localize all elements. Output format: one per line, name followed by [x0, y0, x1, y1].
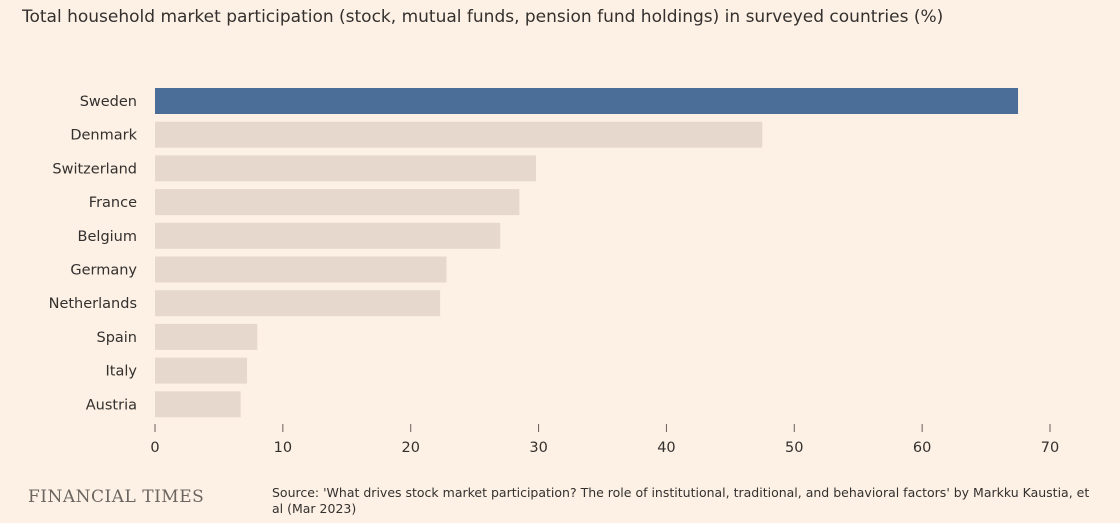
bar-spain — [155, 323, 258, 350]
bar-switzerland — [155, 155, 537, 182]
category-label-belgium: Belgium — [78, 229, 137, 245]
category-label-spain: Spain — [96, 330, 137, 346]
x-tick-label-10: 10 — [274, 440, 292, 456]
category-labels: Sweden Denmark Switzerland France Belgium Ger… — [49, 94, 138, 413]
category-label-austria: Austria — [86, 397, 137, 413]
bar-chart: Sweden Denmark Switzerland France Belgium Ger… — [49, 88, 1059, 456]
bar-italy — [155, 357, 248, 384]
bar-netherlands — [155, 290, 441, 317]
x-tick-label-20: 20 — [401, 440, 419, 456]
bars-layer — [155, 88, 1019, 418]
x-tick-label-60: 60 — [913, 440, 931, 456]
category-label-france: France — [89, 195, 137, 211]
bar-austria — [155, 391, 241, 418]
x-tick-label-50: 50 — [785, 440, 803, 456]
bar-belgium — [155, 222, 501, 249]
x-tick-label-0: 0 — [150, 440, 159, 456]
x-tick-label-30: 30 — [529, 440, 547, 456]
bar-denmark — [155, 121, 763, 148]
category-label-denmark: Denmark — [70, 128, 137, 144]
category-label-germany: Germany — [70, 263, 137, 279]
x-tick-label-70: 70 — [1041, 440, 1059, 456]
ft-logo: FINANCIAL TIMES — [28, 487, 205, 507]
source-note: Source: 'What drives stock market partic… — [272, 485, 1090, 516]
x-axis: 0 10 20 30 40 50 60 70 — [150, 424, 1059, 456]
chart-title: Total household market participation (st… — [22, 7, 944, 27]
x-tick-label-40: 40 — [657, 440, 675, 456]
category-label-italy: Italy — [106, 364, 138, 380]
bar-france — [155, 189, 520, 216]
category-label-switzerland: Switzerland — [52, 161, 137, 177]
category-label-netherlands: Netherlands — [49, 296, 137, 312]
bar-sweden — [155, 88, 1019, 114]
bar-germany — [155, 256, 447, 283]
category-label-sweden: Sweden — [80, 94, 137, 110]
